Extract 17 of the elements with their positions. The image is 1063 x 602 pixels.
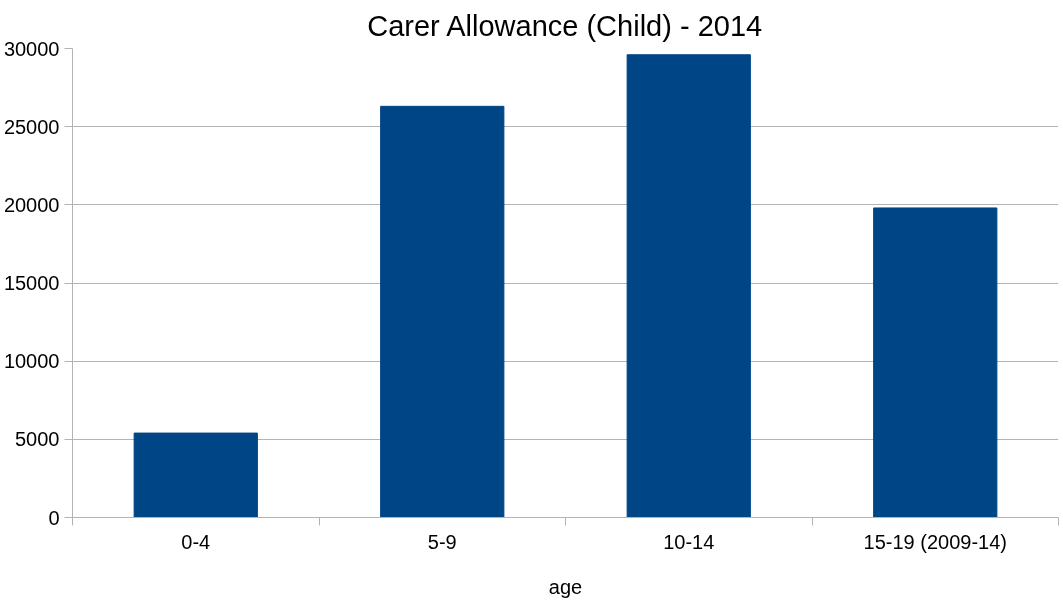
x-tick-label: 10-14 [663, 530, 715, 553]
y-tick-label: 30000 [3, 37, 60, 60]
y-tick-label: 25000 [3, 115, 60, 138]
x-tick-label: 15-19 (2009-14) [863, 530, 1007, 553]
bar [626, 54, 751, 518]
bar [133, 432, 258, 518]
y-tick-label: 20000 [3, 193, 60, 216]
y-tick-label: 0 [48, 506, 60, 529]
y-tick-label: 15000 [3, 272, 60, 294]
y-tick-label: 10000 [3, 350, 60, 373]
x-tick-label: 0-4 [181, 530, 211, 553]
y-tick-label: 5000 [15, 428, 60, 451]
bar [873, 207, 998, 518]
bar [380, 105, 505, 518]
chart-title: Carer Allowance (Child) - 2014 [367, 9, 763, 42]
x-tick-label: 5-9 [427, 530, 457, 553]
x-axis-title: age [548, 575, 583, 598]
